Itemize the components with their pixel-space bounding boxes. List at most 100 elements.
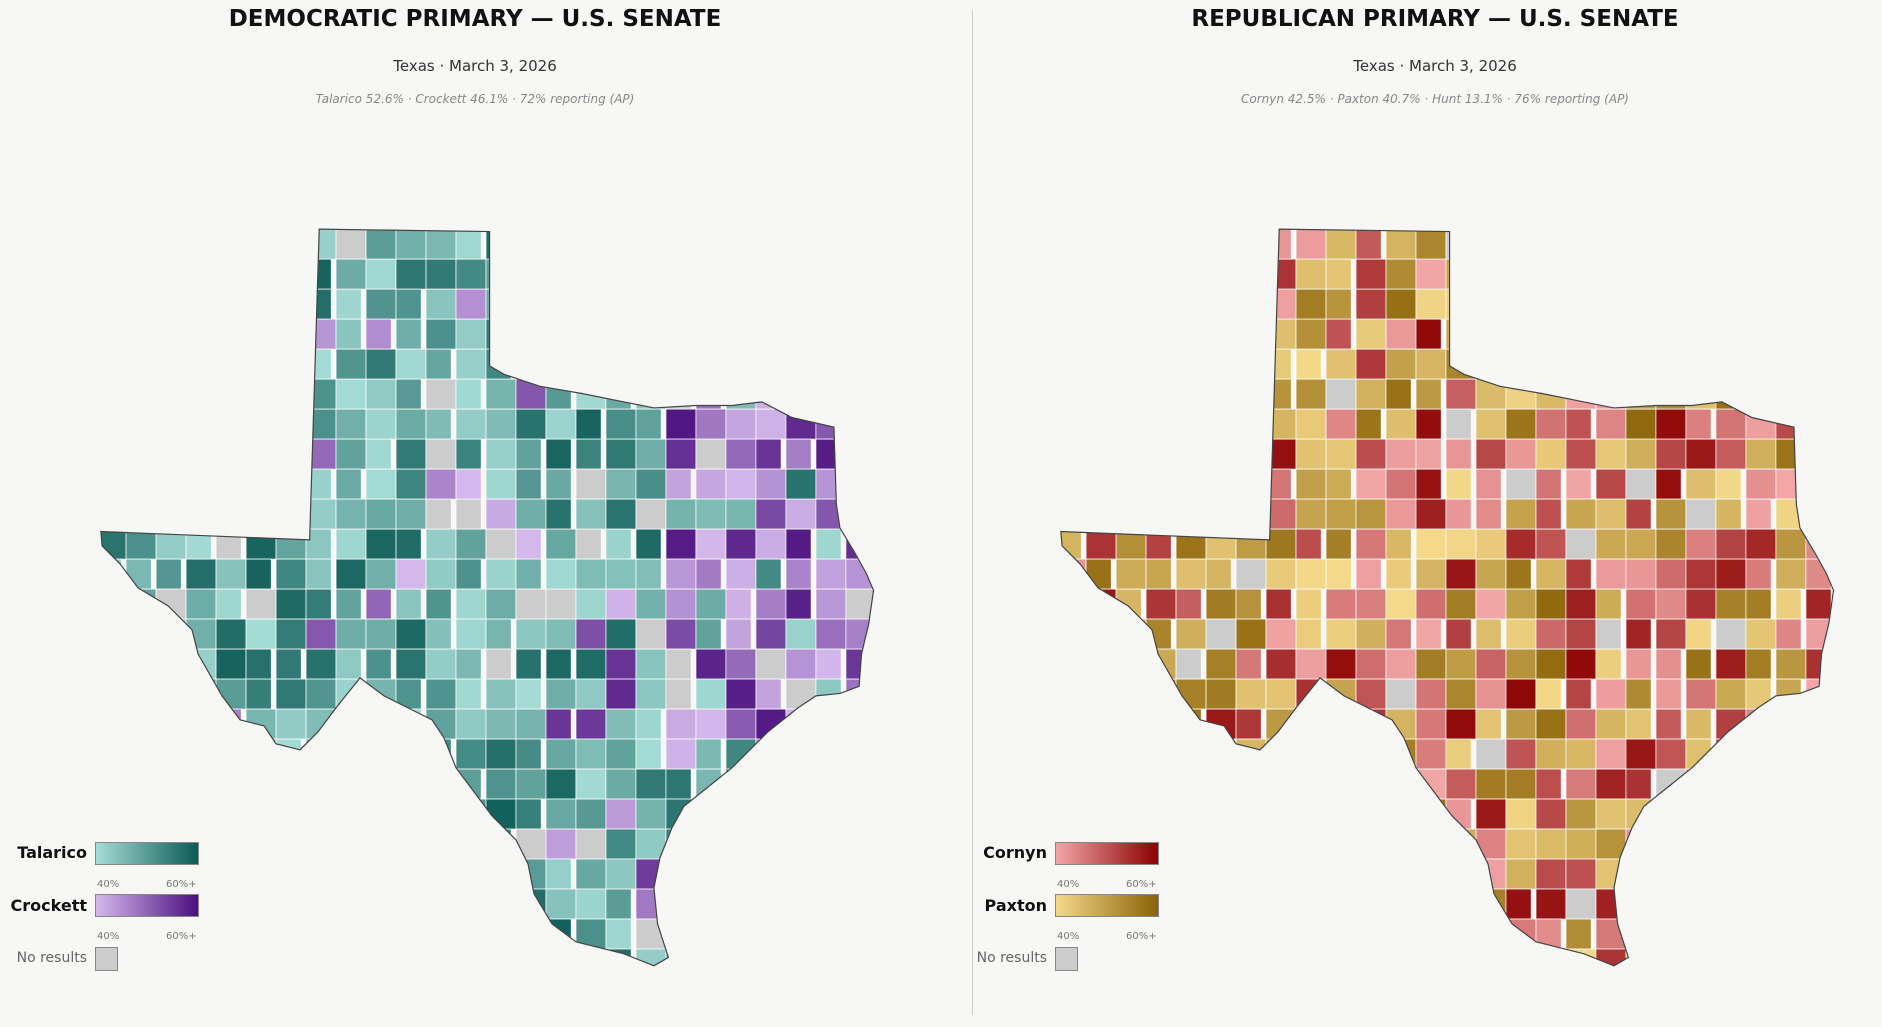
county	[1535, 229, 1567, 260]
county	[845, 348, 872, 380]
county	[1715, 648, 1747, 680]
county	[1805, 558, 1832, 590]
county	[755, 258, 782, 290]
county	[1265, 798, 1297, 830]
county	[245, 438, 277, 470]
county	[1205, 528, 1237, 560]
county	[845, 468, 874, 500]
county	[1745, 229, 1777, 260]
county	[335, 528, 367, 560]
county	[245, 528, 277, 560]
county	[1715, 918, 1747, 950]
county	[1505, 708, 1537, 740]
county	[395, 408, 427, 440]
county	[485, 768, 517, 800]
county	[515, 768, 547, 800]
republican-panel: REPUBLICAN PRIMARY — U.S. SENATE Texas ·…	[960, 0, 1882, 1027]
county	[155, 678, 182, 710]
county	[1175, 918, 1202, 950]
county	[1505, 798, 1537, 830]
county	[1060, 378, 1087, 410]
county	[1505, 768, 1537, 800]
county	[1655, 498, 1687, 530]
county	[695, 318, 727, 350]
county	[425, 948, 452, 966]
county	[305, 678, 337, 710]
county	[755, 498, 787, 530]
county	[815, 288, 847, 320]
county	[215, 738, 242, 770]
county	[1745, 288, 1772, 320]
county	[876, 589, 906, 619]
county	[275, 229, 307, 260]
county	[725, 858, 757, 890]
county	[1505, 858, 1537, 890]
county	[785, 438, 812, 470]
county	[125, 918, 157, 950]
county	[1805, 258, 1834, 290]
county	[1655, 708, 1682, 740]
county	[1175, 288, 1207, 320]
county	[1115, 618, 1147, 650]
rep-subtitle: Texas · March 3, 2026	[1353, 57, 1517, 75]
county	[755, 678, 782, 710]
county	[1625, 528, 1657, 560]
county	[1085, 408, 1117, 440]
county	[485, 648, 512, 680]
county	[305, 888, 337, 920]
county	[575, 588, 607, 620]
county	[485, 528, 517, 560]
county	[155, 378, 187, 410]
legend-talarico-high: 60%+	[166, 879, 197, 890]
county	[215, 558, 247, 590]
county	[1625, 888, 1657, 920]
county	[215, 648, 247, 680]
county	[395, 588, 422, 620]
county	[395, 288, 422, 320]
county	[1535, 738, 1567, 770]
county	[1445, 348, 1477, 380]
county	[1745, 558, 1772, 590]
county	[1565, 258, 1597, 290]
county	[815, 648, 842, 680]
county	[515, 648, 542, 680]
county	[215, 258, 247, 290]
county	[185, 348, 212, 380]
county	[395, 798, 427, 830]
county	[1775, 798, 1807, 830]
county	[275, 648, 302, 680]
county	[1595, 498, 1627, 530]
county	[755, 558, 782, 590]
county	[755, 828, 787, 860]
county	[755, 768, 787, 800]
county	[515, 858, 547, 890]
county	[1715, 708, 1747, 740]
county	[1205, 348, 1237, 380]
county	[395, 648, 427, 680]
county	[275, 378, 307, 410]
county	[425, 858, 452, 890]
county	[1235, 558, 1267, 590]
county	[785, 798, 817, 830]
county	[1265, 828, 1292, 860]
county	[845, 948, 874, 966]
county	[575, 528, 602, 560]
county	[1145, 468, 1177, 500]
county	[245, 888, 277, 920]
county	[515, 528, 542, 560]
county	[1175, 858, 1207, 890]
county	[1836, 469, 1866, 499]
county	[725, 498, 757, 530]
county	[1325, 888, 1357, 920]
county	[1385, 588, 1417, 620]
county	[575, 378, 607, 410]
county	[485, 858, 517, 890]
county	[1685, 468, 1717, 500]
county	[1355, 378, 1387, 410]
county	[1115, 708, 1147, 740]
county	[755, 528, 787, 560]
county	[1295, 438, 1327, 470]
county	[1805, 708, 1834, 740]
county	[815, 948, 847, 966]
county	[1085, 468, 1117, 500]
